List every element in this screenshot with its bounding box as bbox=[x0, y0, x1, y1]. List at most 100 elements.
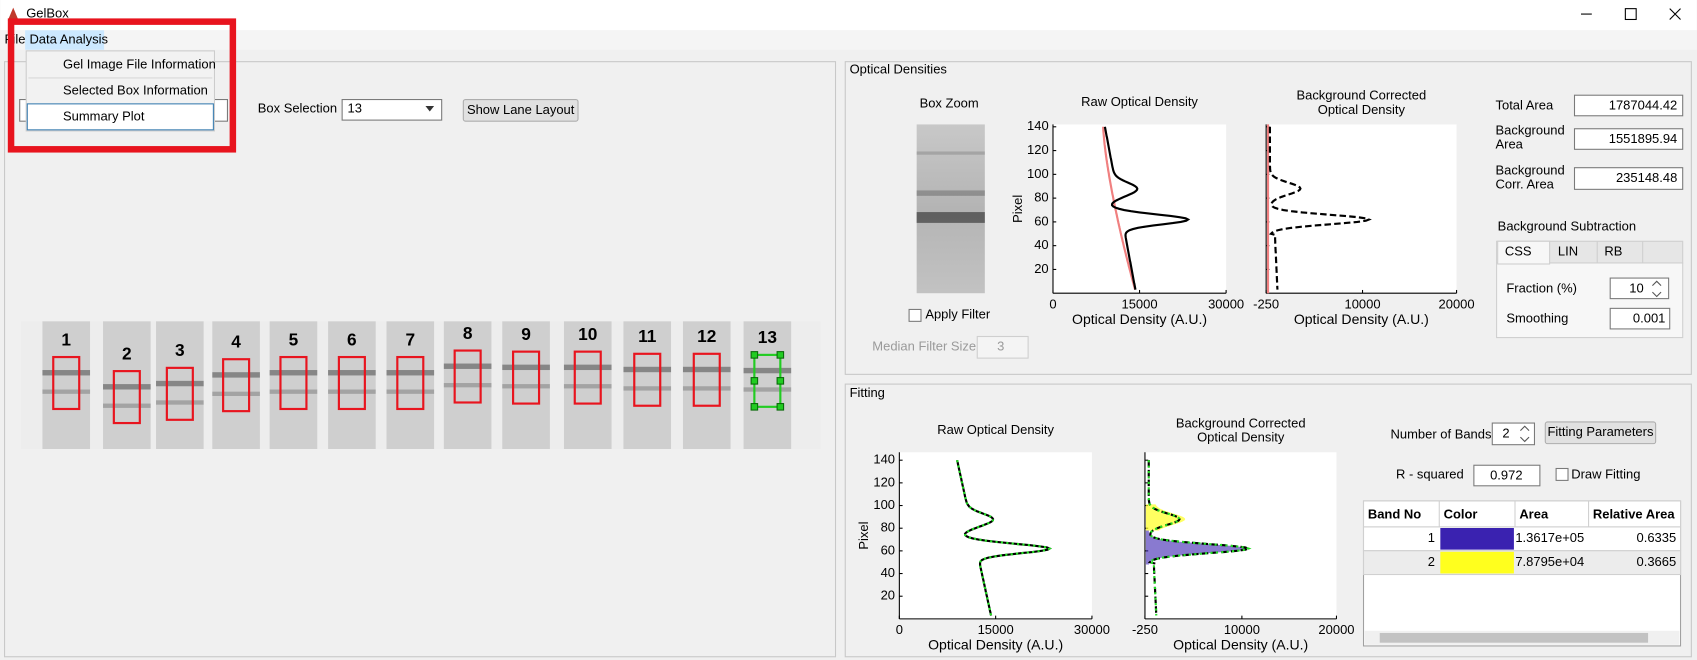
menu-item[interactable]: Summary Plot bbox=[63, 108, 145, 123]
lane-box[interactable] bbox=[453, 349, 482, 404]
x-tick-label: 20000 bbox=[1318, 622, 1354, 637]
background-area-label: Background bbox=[1496, 122, 1565, 137]
lane-band bbox=[682, 366, 731, 373]
tab-label[interactable]: LIN bbox=[1558, 244, 1578, 259]
spinner[interactable] bbox=[1520, 425, 1530, 443]
lane-band bbox=[328, 389, 376, 394]
maximize-button[interactable] bbox=[1624, 8, 1637, 21]
column-header: Color bbox=[1444, 506, 1478, 521]
box-handle bbox=[776, 351, 785, 359]
lane-box[interactable] bbox=[692, 352, 721, 407]
lane-band bbox=[743, 367, 792, 374]
menu-file[interactable]: File bbox=[5, 31, 26, 46]
background-corr-area-label: Background bbox=[1496, 162, 1565, 177]
lane-band bbox=[269, 389, 318, 394]
menu-data-analysis[interactable]: Data Analysis bbox=[29, 31, 108, 46]
smoothing-input[interactable] bbox=[1609, 307, 1671, 330]
total-area-label: Total Area bbox=[1496, 97, 1554, 112]
od-curve bbox=[1268, 126, 1372, 290]
show-lane-layout-label: Show Lane Layout bbox=[467, 102, 575, 117]
x-tick-label: 0 bbox=[896, 622, 903, 637]
lane-band bbox=[743, 387, 792, 392]
draw-fitting-checkbox[interactable] bbox=[1555, 467, 1569, 481]
x-tick-label: 0 bbox=[1049, 297, 1056, 312]
lane-box[interactable] bbox=[279, 355, 308, 411]
y-tick-label: 100 bbox=[873, 497, 895, 512]
lane-box[interactable] bbox=[396, 355, 425, 411]
fitting-parameters-button[interactable] bbox=[1544, 421, 1657, 445]
background-corr-area-value: 235148.48 bbox=[1616, 170, 1677, 185]
y-tick-label: 60 bbox=[881, 542, 895, 557]
lane-number: 9 bbox=[521, 324, 531, 344]
background-area-value: 1551895.94 bbox=[1609, 131, 1678, 146]
gel-lanes: 12 3 4 5 6 7 8 9 10 11 12 13 bbox=[42, 321, 792, 450]
x-tick-label: 15000 bbox=[978, 622, 1014, 637]
box-selection-dropdown[interactable] bbox=[341, 99, 443, 121]
menu-item[interactable]: Gel Image File Information bbox=[63, 56, 216, 71]
y-tick-label: 100 bbox=[1027, 166, 1049, 181]
gel-panel bbox=[4, 61, 837, 658]
plot-area bbox=[1052, 124, 1227, 294]
x-tick-label: 15000 bbox=[1122, 297, 1158, 312]
number-of-bands-input[interactable] bbox=[1491, 422, 1536, 446]
lane-box[interactable] bbox=[165, 366, 194, 421]
smoothing-label: Smoothing bbox=[1506, 311, 1568, 326]
tab-label[interactable]: RB bbox=[1604, 244, 1622, 259]
x-axis-label: Optical Density (A.U.) bbox=[1072, 311, 1207, 327]
x-axis-label: Optical Density (A.U.) bbox=[928, 637, 1063, 653]
y-tick-label: 60 bbox=[1034, 213, 1048, 228]
band-table-content: Band No Color Area Relative Area 1 1.3617e+05… bbox=[1362, 500, 1682, 576]
y-axis-label: Pixel bbox=[1010, 195, 1025, 223]
lane-box[interactable] bbox=[573, 350, 602, 405]
lane-band bbox=[443, 383, 492, 388]
lane-band bbox=[42, 370, 91, 376]
median-filter-label: Median Filter Size bbox=[872, 339, 976, 354]
menu-item[interactable]: Selected Box Information bbox=[63, 82, 208, 97]
y-tick-label: 80 bbox=[1034, 190, 1048, 205]
x-tick-label: 10000 bbox=[1344, 297, 1380, 312]
lane-box[interactable] bbox=[512, 350, 541, 405]
spinner[interactable] bbox=[1652, 280, 1662, 298]
menu-highlight bbox=[25, 30, 105, 50]
fitting-panel bbox=[844, 383, 1692, 658]
close-button[interactable] bbox=[1669, 8, 1681, 20]
y-tick-label: 40 bbox=[881, 565, 895, 580]
window-title: GelBox bbox=[26, 5, 69, 20]
show-lane-layout-button[interactable] bbox=[462, 99, 579, 122]
plot-area bbox=[1266, 124, 1457, 294]
x-tick-label: -250 bbox=[1132, 622, 1158, 637]
lane-number: 7 bbox=[405, 329, 415, 349]
apply-filter-checkbox[interactable] bbox=[908, 308, 922, 322]
zoom-band bbox=[916, 151, 985, 155]
y-tick-label: 140 bbox=[1027, 118, 1049, 133]
y-tick-label: 120 bbox=[873, 474, 895, 489]
scrollbar-thumb[interactable] bbox=[1379, 632, 1649, 643]
box-zoom-label: Box Zoom bbox=[920, 95, 979, 110]
lane bbox=[212, 321, 260, 450]
optical-densities-title: Optical Densities bbox=[850, 62, 948, 77]
title-bar bbox=[0, 0, 1697, 31]
color-cell bbox=[1440, 528, 1514, 550]
lane-box[interactable] bbox=[337, 355, 366, 411]
lane-box[interactable] bbox=[222, 358, 251, 413]
x-axis-label: Optical Density (A.U.) bbox=[1173, 637, 1308, 653]
y-tick-label: 20 bbox=[1034, 261, 1048, 276]
lane-box[interactable] bbox=[112, 370, 141, 425]
box-selection-label: Box Selection bbox=[258, 101, 337, 116]
box-handle bbox=[750, 377, 759, 385]
lane-box[interactable] bbox=[633, 352, 662, 407]
plot-area bbox=[1144, 452, 1337, 619]
plot-area bbox=[899, 452, 1092, 619]
median-filter-input[interactable] bbox=[976, 335, 1029, 359]
lane-box[interactable] bbox=[52, 355, 81, 411]
lane-band bbox=[563, 384, 612, 389]
tab-label[interactable]: CSS bbox=[1505, 244, 1532, 259]
plot-title: Raw Optical Density bbox=[937, 422, 1054, 437]
table-cell: 0.3665 bbox=[1637, 554, 1677, 569]
lane bbox=[743, 321, 792, 450]
x-tick-label: 20000 bbox=[1439, 297, 1475, 312]
box-handle bbox=[750, 351, 759, 359]
y-tick-label: 80 bbox=[881, 520, 895, 535]
tab-css[interactable] bbox=[1497, 240, 1551, 265]
table-cell: 0.6335 bbox=[1637, 530, 1677, 545]
